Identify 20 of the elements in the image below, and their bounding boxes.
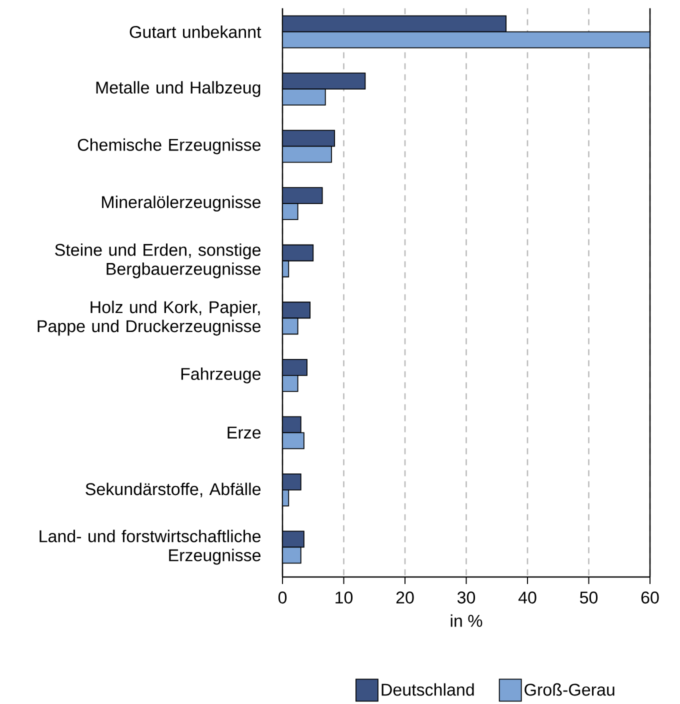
x-tick-label: 10: [336, 592, 353, 604]
x-tick-label: 60: [641, 592, 659, 604]
y-tick-label: Metalle und Halbzeug: [96, 81, 260, 97]
y-tick-label: Holz und Kork, Papier, Pappe und Druckerzeugnisse: [38, 300, 260, 336]
y-tick-label: Gutart unbekannt: [130, 26, 262, 38]
y-tick-label: Land- und forstwirtschaftliche Erzeugnisse: [40, 530, 261, 565]
legend-label: Groß-Gerau: [524, 683, 614, 696]
legend-label: Deutschland: [382, 683, 474, 696]
y-tick-label: Fahrzeuge: [181, 367, 261, 384]
x-tick-label: 0: [278, 592, 287, 604]
y-tick-label: Steine und Erden, sonstige Bergbauerzeugnisse: [55, 243, 261, 278]
y-tick-label: Chemische Erzeugnisse: [78, 138, 261, 154]
x-axis-title: in %: [450, 614, 482, 627]
y-tick-label: Mineralölerzeugnisse: [102, 196, 261, 212]
x-tick-label: 40: [518, 592, 536, 604]
x-tick-label: 20: [396, 592, 414, 604]
y-tick-label: Sekundärstoffe, Abfälle: [86, 482, 261, 498]
y-tick-label: Erze: [228, 426, 261, 439]
x-tick-label: 50: [580, 592, 598, 604]
x-tick-label: 30: [457, 592, 476, 604]
